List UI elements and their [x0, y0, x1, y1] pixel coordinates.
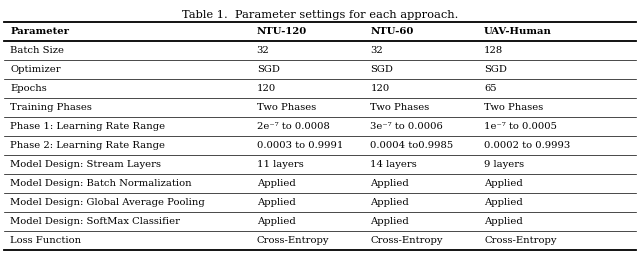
- Text: SGD: SGD: [484, 65, 507, 74]
- Text: 120: 120: [371, 84, 390, 93]
- Text: Model Design: Batch Normalization: Model Design: Batch Normalization: [10, 179, 192, 188]
- Text: 120: 120: [257, 84, 276, 93]
- Text: Cross-Entropy: Cross-Entropy: [484, 236, 557, 245]
- Text: Phase 2: Learning Rate Range: Phase 2: Learning Rate Range: [10, 141, 165, 150]
- Text: Optimizer: Optimizer: [10, 65, 61, 74]
- Text: 0.0004 to0.9985: 0.0004 to0.9985: [371, 141, 454, 150]
- Text: Applied: Applied: [257, 198, 296, 207]
- Text: Model Design: SoftMax Classifier: Model Design: SoftMax Classifier: [10, 217, 180, 226]
- Text: 32: 32: [371, 46, 383, 55]
- Text: 2e⁻⁷ to 0.0008: 2e⁻⁷ to 0.0008: [257, 122, 330, 131]
- Text: NTU-120: NTU-120: [257, 27, 307, 36]
- Text: UAV-Human: UAV-Human: [484, 27, 552, 36]
- Text: Applied: Applied: [257, 217, 296, 226]
- Text: Batch Size: Batch Size: [10, 46, 64, 55]
- Text: 1e⁻⁷ to 0.0005: 1e⁻⁷ to 0.0005: [484, 122, 557, 131]
- Text: 0.0002 to 0.9993: 0.0002 to 0.9993: [484, 141, 570, 150]
- Text: Applied: Applied: [371, 217, 409, 226]
- Text: Applied: Applied: [257, 179, 296, 188]
- Text: 0.0003 to 0.9991: 0.0003 to 0.9991: [257, 141, 343, 150]
- Text: SGD: SGD: [257, 65, 280, 74]
- Text: Parameter: Parameter: [10, 27, 69, 36]
- Text: Two Phases: Two Phases: [257, 103, 316, 112]
- Text: Training Phases: Training Phases: [10, 103, 92, 112]
- Text: 32: 32: [257, 46, 269, 55]
- Text: NTU-60: NTU-60: [371, 27, 414, 36]
- Text: Two Phases: Two Phases: [371, 103, 429, 112]
- Text: Loss Function: Loss Function: [10, 236, 81, 245]
- Text: Table 1.  Parameter settings for each approach.: Table 1. Parameter settings for each app…: [182, 10, 458, 20]
- Text: Applied: Applied: [484, 179, 523, 188]
- Text: Applied: Applied: [484, 217, 523, 226]
- Text: 11 layers: 11 layers: [257, 160, 303, 169]
- Text: Applied: Applied: [371, 198, 409, 207]
- Text: Cross-Entropy: Cross-Entropy: [257, 236, 329, 245]
- Text: 14 layers: 14 layers: [371, 160, 417, 169]
- Text: Applied: Applied: [371, 179, 409, 188]
- Text: Epochs: Epochs: [10, 84, 47, 93]
- Text: Applied: Applied: [484, 198, 523, 207]
- Text: Two Phases: Two Phases: [484, 103, 543, 112]
- Text: 9 layers: 9 layers: [484, 160, 524, 169]
- Text: SGD: SGD: [371, 65, 393, 74]
- Text: 65: 65: [484, 84, 497, 93]
- Text: Model Design: Stream Layers: Model Design: Stream Layers: [10, 160, 161, 169]
- Text: Phase 1: Learning Rate Range: Phase 1: Learning Rate Range: [10, 122, 165, 131]
- Text: 128: 128: [484, 46, 504, 55]
- Text: 3e⁻⁷ to 0.0006: 3e⁻⁷ to 0.0006: [371, 122, 443, 131]
- Text: Model Design: Global Average Pooling: Model Design: Global Average Pooling: [10, 198, 205, 207]
- Text: Cross-Entropy: Cross-Entropy: [371, 236, 443, 245]
